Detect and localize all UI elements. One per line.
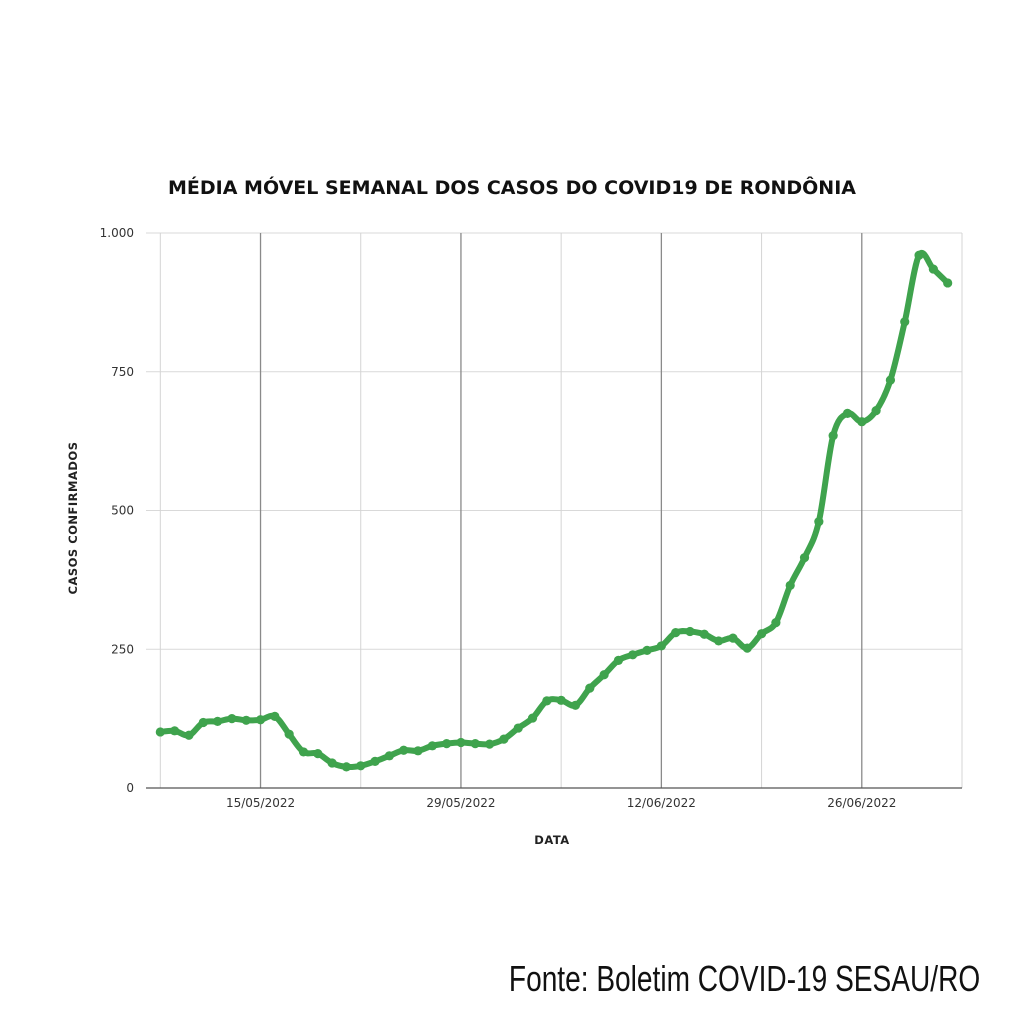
y-tick-label: 750	[111, 365, 134, 379]
data-point	[842, 408, 853, 418]
data-point	[742, 643, 752, 653]
data-point	[170, 726, 180, 736]
data-point	[356, 761, 366, 771]
data-point	[484, 739, 495, 749]
data-point	[556, 695, 566, 705]
data-point	[370, 756, 380, 766]
data-point	[928, 264, 938, 274]
data-point	[413, 746, 423, 756]
series-confirmed-cases	[155, 250, 953, 772]
data-point	[599, 670, 609, 680]
data-point	[943, 278, 953, 288]
y-axis-title: CASOS CONFIRMADOS	[66, 442, 80, 595]
y-tick-label: 500	[111, 504, 134, 518]
data-point	[298, 747, 309, 757]
data-point	[785, 580, 795, 591]
x-axis-title: DATA	[534, 833, 569, 847]
data-point	[570, 700, 581, 710]
x-tick-label: 12/06/2022	[627, 796, 696, 810]
data-point	[914, 250, 924, 260]
data-point	[714, 636, 724, 646]
source-caption: Fonte: Boletim COVID-19 SESAU/RO	[508, 958, 980, 999]
data-point	[799, 553, 810, 563]
tick-labels: 0 250 500 750 1.000 15/05/2022 29/05/2022 12/06…	[100, 226, 897, 810]
data-point	[327, 758, 337, 768]
data-point	[341, 762, 352, 772]
data-point	[499, 734, 509, 744]
grid-lines	[146, 232, 963, 788]
y-tick-label: 0	[126, 781, 134, 795]
data-point	[613, 655, 624, 665]
data-point	[384, 751, 394, 761]
data-point	[699, 629, 709, 639]
data-point	[241, 715, 251, 725]
data-point	[255, 715, 266, 725]
y-tick-label: 1.000	[100, 226, 134, 240]
data-point	[513, 723, 523, 733]
y-tick-label: 250	[111, 642, 134, 656]
data-point	[900, 317, 910, 327]
data-point	[756, 629, 767, 639]
data-point	[212, 716, 223, 727]
data-point	[542, 696, 552, 706]
data-point	[642, 645, 652, 655]
data-point	[399, 745, 409, 755]
data-point	[284, 729, 294, 739]
data-point	[656, 641, 666, 651]
data-point	[270, 711, 280, 722]
data-point	[313, 748, 323, 759]
data-point	[442, 739, 452, 749]
chart-title: MÉDIA MÓVEL SEMANAL DOS CASOS DO COVID19…	[168, 175, 856, 199]
data-point	[456, 737, 466, 748]
data-point	[155, 727, 165, 737]
series-line	[157, 250, 951, 771]
data-point	[828, 430, 838, 441]
data-point	[814, 517, 824, 527]
data-point	[527, 713, 538, 723]
data-point	[427, 741, 437, 751]
data-point	[227, 714, 237, 724]
data-point	[470, 739, 480, 749]
data-point	[628, 650, 638, 660]
data-point	[585, 683, 595, 693]
x-tick-label: 15/05/2022	[226, 796, 295, 810]
data-point	[184, 730, 194, 740]
data-point	[671, 628, 681, 638]
x-tick-label: 26/06/2022	[827, 796, 896, 810]
data-point	[857, 417, 867, 427]
data-point	[685, 626, 695, 637]
data-point	[885, 375, 896, 385]
data-point	[728, 633, 738, 643]
data-point	[871, 406, 881, 416]
data-point	[198, 717, 208, 728]
data-point	[771, 618, 781, 628]
x-tick-label: 29/05/2022	[426, 796, 495, 810]
